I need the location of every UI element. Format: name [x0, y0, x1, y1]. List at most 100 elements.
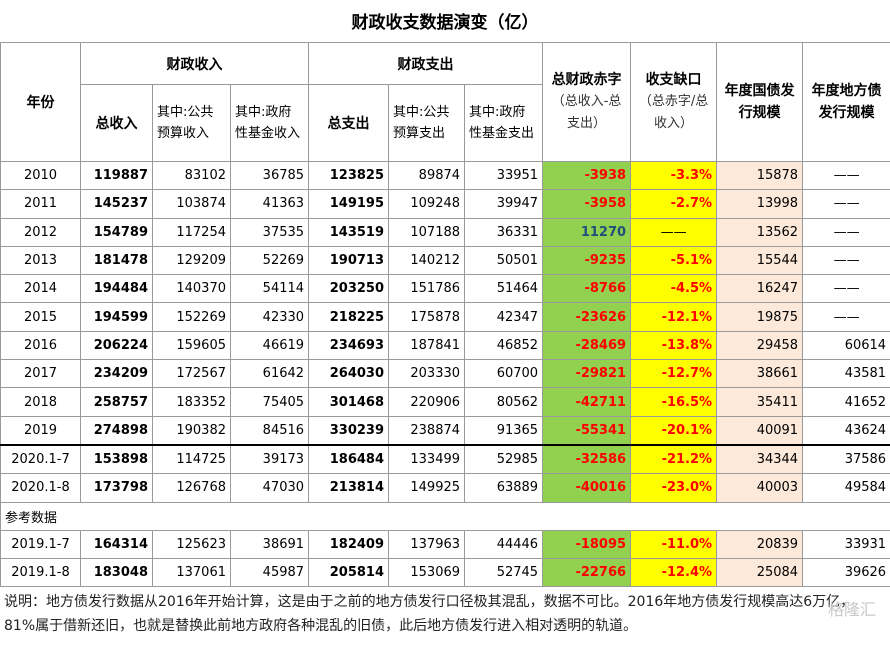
national-bond-cell: 29458 [716, 330, 804, 361]
table-row: 2012 154789 117254 37535 143519 107188 36331 11… [0, 217, 890, 247]
deficit-cell: -8766 [542, 274, 632, 304]
spend-public-cell: 109248 [388, 189, 466, 219]
table-row: 2011 145237 103874 41363 149195 109248 39947 -3… [0, 189, 890, 219]
table-title: 财政收支数据演变（亿） [351, 12, 539, 33]
national-bond-cell: 16247 [716, 274, 804, 304]
table-row: 2016 206224 159605 46619 234693 187841 46852 -2… [0, 330, 890, 361]
spend-public-header: 其中:公共预算支出 [388, 84, 466, 162]
spend-fund-cell: 50501 [464, 245, 544, 276]
income-fund-header: 其中:政府性基金收入 [229, 84, 310, 162]
year-cell: 2012 [0, 217, 81, 247]
deficit-cell: -22766 [542, 557, 632, 588]
income-fund-cell: 42330 [229, 302, 310, 332]
income-total-cell: 154789 [80, 217, 153, 247]
gap-cell: -12.1% [630, 302, 718, 332]
income-fund-cell: 39173 [229, 443, 310, 475]
table-row: 2015 194599 152269 42330 218225 175878 42347 -2… [0, 302, 890, 332]
spend-public-cell: 220906 [388, 387, 466, 417]
gap-cell: -5.1% [630, 245, 718, 276]
year-cell: 2020.1-7 [0, 443, 81, 475]
spend-total-cell: 182409 [308, 529, 390, 559]
income-public-header: 其中:公共预算收入 [152, 84, 231, 162]
spend-fund-cell: 33951 [464, 160, 544, 191]
gap-cell: -4.5% [630, 274, 718, 304]
spend-public-cell: 151786 [388, 274, 466, 304]
income-public-cell: 159605 [152, 330, 231, 361]
footnote: 说明：地方债发行数据从2016年开始计算，这是由于之前的地方债发行口径极其混乱，… [4, 594, 855, 634]
local-bond-cell: 33931 [802, 529, 890, 559]
national-bond-cell: 34344 [716, 443, 804, 475]
national-bond-cell: 20839 [716, 529, 804, 559]
income-fund-cell: 38691 [229, 529, 310, 559]
national-bond-cell: 13562 [716, 217, 804, 247]
table-row: 2014 194484 140370 54114 203250 151786 51464 -8… [0, 274, 890, 304]
spend-public-cell: 238874 [388, 415, 466, 446]
deficit-header-note: （总收入-总支出） [551, 94, 622, 131]
year-header: 年份 [0, 42, 81, 162]
year-cell: 2011 [0, 189, 81, 219]
local-bond-cell: 60614 [802, 330, 890, 361]
spend-group-header: 财政支出 [308, 42, 544, 85]
spend-total-cell: 213814 [308, 473, 390, 503]
deficit-header: 总财政赤字 （总收入-总支出） [542, 42, 632, 162]
deficit-cell: 11270 [542, 217, 632, 247]
spend-fund-cell: 52985 [464, 443, 544, 475]
income-total-cell: 183048 [80, 557, 153, 588]
table-row: 2020.1-7 153898 114725 39173 186484 133499 529… [0, 443, 890, 475]
spend-total-cell: 203250 [308, 274, 390, 304]
spend-public-cell: 153069 [388, 557, 466, 588]
income-public-cell: 83102 [152, 160, 231, 191]
spend-fund-cell: 52745 [464, 557, 544, 588]
income-public-cell: 137061 [152, 557, 231, 588]
income-fund-cell: 54114 [229, 274, 310, 304]
income-total-cell: 194599 [80, 302, 153, 332]
year-cell: 2019 [0, 415, 81, 446]
year-cell: 2014 [0, 274, 81, 304]
gap-header-title: 收支缺口 [645, 72, 702, 88]
deficit-cell: -40016 [542, 473, 632, 503]
fiscal-table: 年份 财政收入 财政支出 总财政赤字 （总收入-总支出） 收支缺口 （总赤字/总… [0, 42, 890, 588]
national-bond-cell: 40003 [716, 473, 804, 503]
gap-cell: -12.4% [630, 557, 718, 588]
deficit-cell: -29821 [542, 359, 632, 389]
spend-total-cell: 149195 [308, 189, 390, 219]
year-cell: 2010 [0, 160, 81, 191]
income-fund-cell: 41363 [229, 189, 310, 219]
income-total-cell: 206224 [80, 330, 153, 361]
deficit-cell: -9235 [542, 245, 632, 276]
spend-fund-cell: 44446 [464, 529, 544, 559]
local-bond-cell: 49584 [802, 473, 890, 503]
spend-public-cell: 140212 [388, 245, 466, 276]
year-cell: 2018 [0, 387, 81, 417]
local-bond-cell: —— [802, 160, 890, 191]
spend-public-cell: 203330 [388, 359, 466, 389]
watermark: 格隆汇 [827, 600, 876, 619]
gap-cell: —— [630, 217, 718, 247]
spend-total-cell: 264030 [308, 359, 390, 389]
spend-fund-cell: 36331 [464, 217, 544, 247]
gap-cell: -13.8% [630, 330, 718, 361]
income-public-cell: 125623 [152, 529, 231, 559]
deficit-cell: -23626 [542, 302, 632, 332]
spend-fund-cell: 51464 [464, 274, 544, 304]
national-bond-header: 年度国债发行规模 [716, 42, 804, 162]
local-bond-cell: —— [802, 274, 890, 304]
gap-header-note: （总赤字/总收入） [638, 94, 709, 131]
income-fund-cell: 45987 [229, 557, 310, 588]
income-total-cell: 145237 [80, 189, 153, 219]
spend-fund-cell: 91365 [464, 415, 544, 446]
income-public-cell: 172567 [152, 359, 231, 389]
income-public-cell: 183352 [152, 387, 231, 417]
spend-total-header: 总支出 [308, 84, 390, 162]
income-fund-cell: 47030 [229, 473, 310, 503]
spend-fund-cell: 46852 [464, 330, 544, 361]
local-bond-cell: 43581 [802, 359, 890, 389]
spend-total-cell: 190713 [308, 245, 390, 276]
local-bond-cell: —— [802, 217, 890, 247]
income-fund-cell: 84516 [229, 415, 310, 446]
local-bond-cell: 39626 [802, 557, 890, 588]
spend-fund-header: 其中:政府性基金支出 [464, 84, 544, 162]
gap-cell: -11.0% [630, 529, 718, 559]
income-public-cell: 117254 [152, 217, 231, 247]
income-total-cell: 173798 [80, 473, 153, 503]
